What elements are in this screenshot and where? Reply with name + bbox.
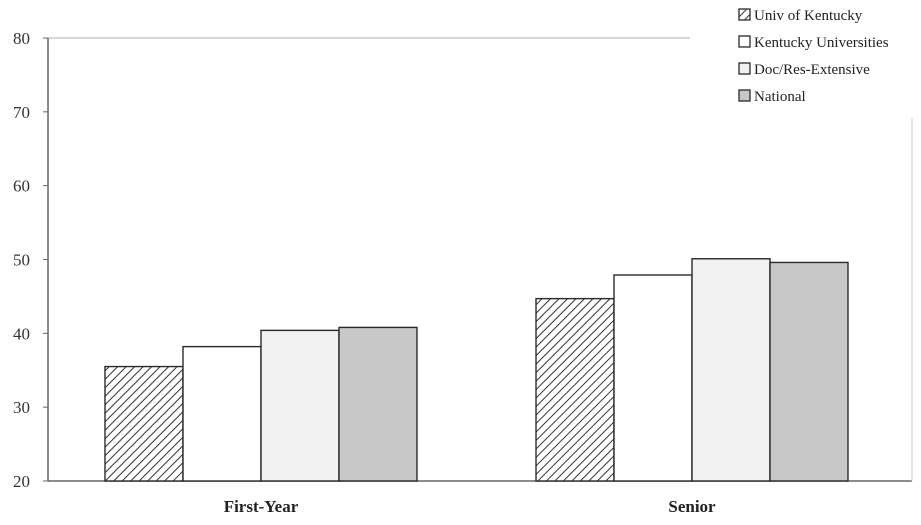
bar-series	[104, 258, 849, 482]
y-tick-label: 80	[13, 29, 30, 48]
x-axis-categories: First-Year Senior	[224, 497, 716, 516]
y-tick-label: 40	[13, 324, 30, 343]
legend-swatch-kentucky-universities	[738, 35, 751, 48]
bar-doc-res-extensive-senior	[691, 258, 771, 482]
bar-national-first-year	[338, 326, 418, 482]
y-tick-label: 50	[13, 251, 30, 270]
bar-univ-of-kentucky-first-year	[104, 365, 184, 482]
y-axis-ticks: 20 30 40 50 60 70 80	[13, 29, 48, 491]
legend-label-doc-res-extensive: Doc/Res-Extensive	[754, 62, 870, 78]
bar-kentucky-universities-first-year	[182, 345, 262, 482]
x-category-label: Senior	[668, 497, 716, 516]
bar-kentucky-universities-senior	[613, 274, 693, 482]
y-tick-label: 20	[13, 472, 30, 491]
bar-univ-of-kentucky-senior	[535, 297, 615, 482]
legend: Univ of Kentucky Kentucky Universities Doc…	[738, 8, 889, 105]
legend-swatch-national	[738, 89, 751, 102]
legend-label-national: National	[754, 89, 806, 105]
legend-label-kentucky-universities: Kentucky Universities	[754, 35, 889, 51]
legend-swatch-doc-res-extensive	[738, 62, 751, 75]
legend-swatch-univ-of-kentucky	[738, 8, 751, 21]
bar-doc-res-extensive-first-year	[260, 329, 340, 482]
y-tick-label: 60	[13, 177, 30, 196]
y-tick-label: 30	[13, 398, 30, 417]
x-category-label: First-Year	[224, 497, 299, 516]
bar-national-senior	[769, 261, 849, 482]
y-tick-label: 70	[13, 103, 30, 122]
legend-label-univ-of-kentucky: Univ of Kentucky	[754, 8, 863, 24]
